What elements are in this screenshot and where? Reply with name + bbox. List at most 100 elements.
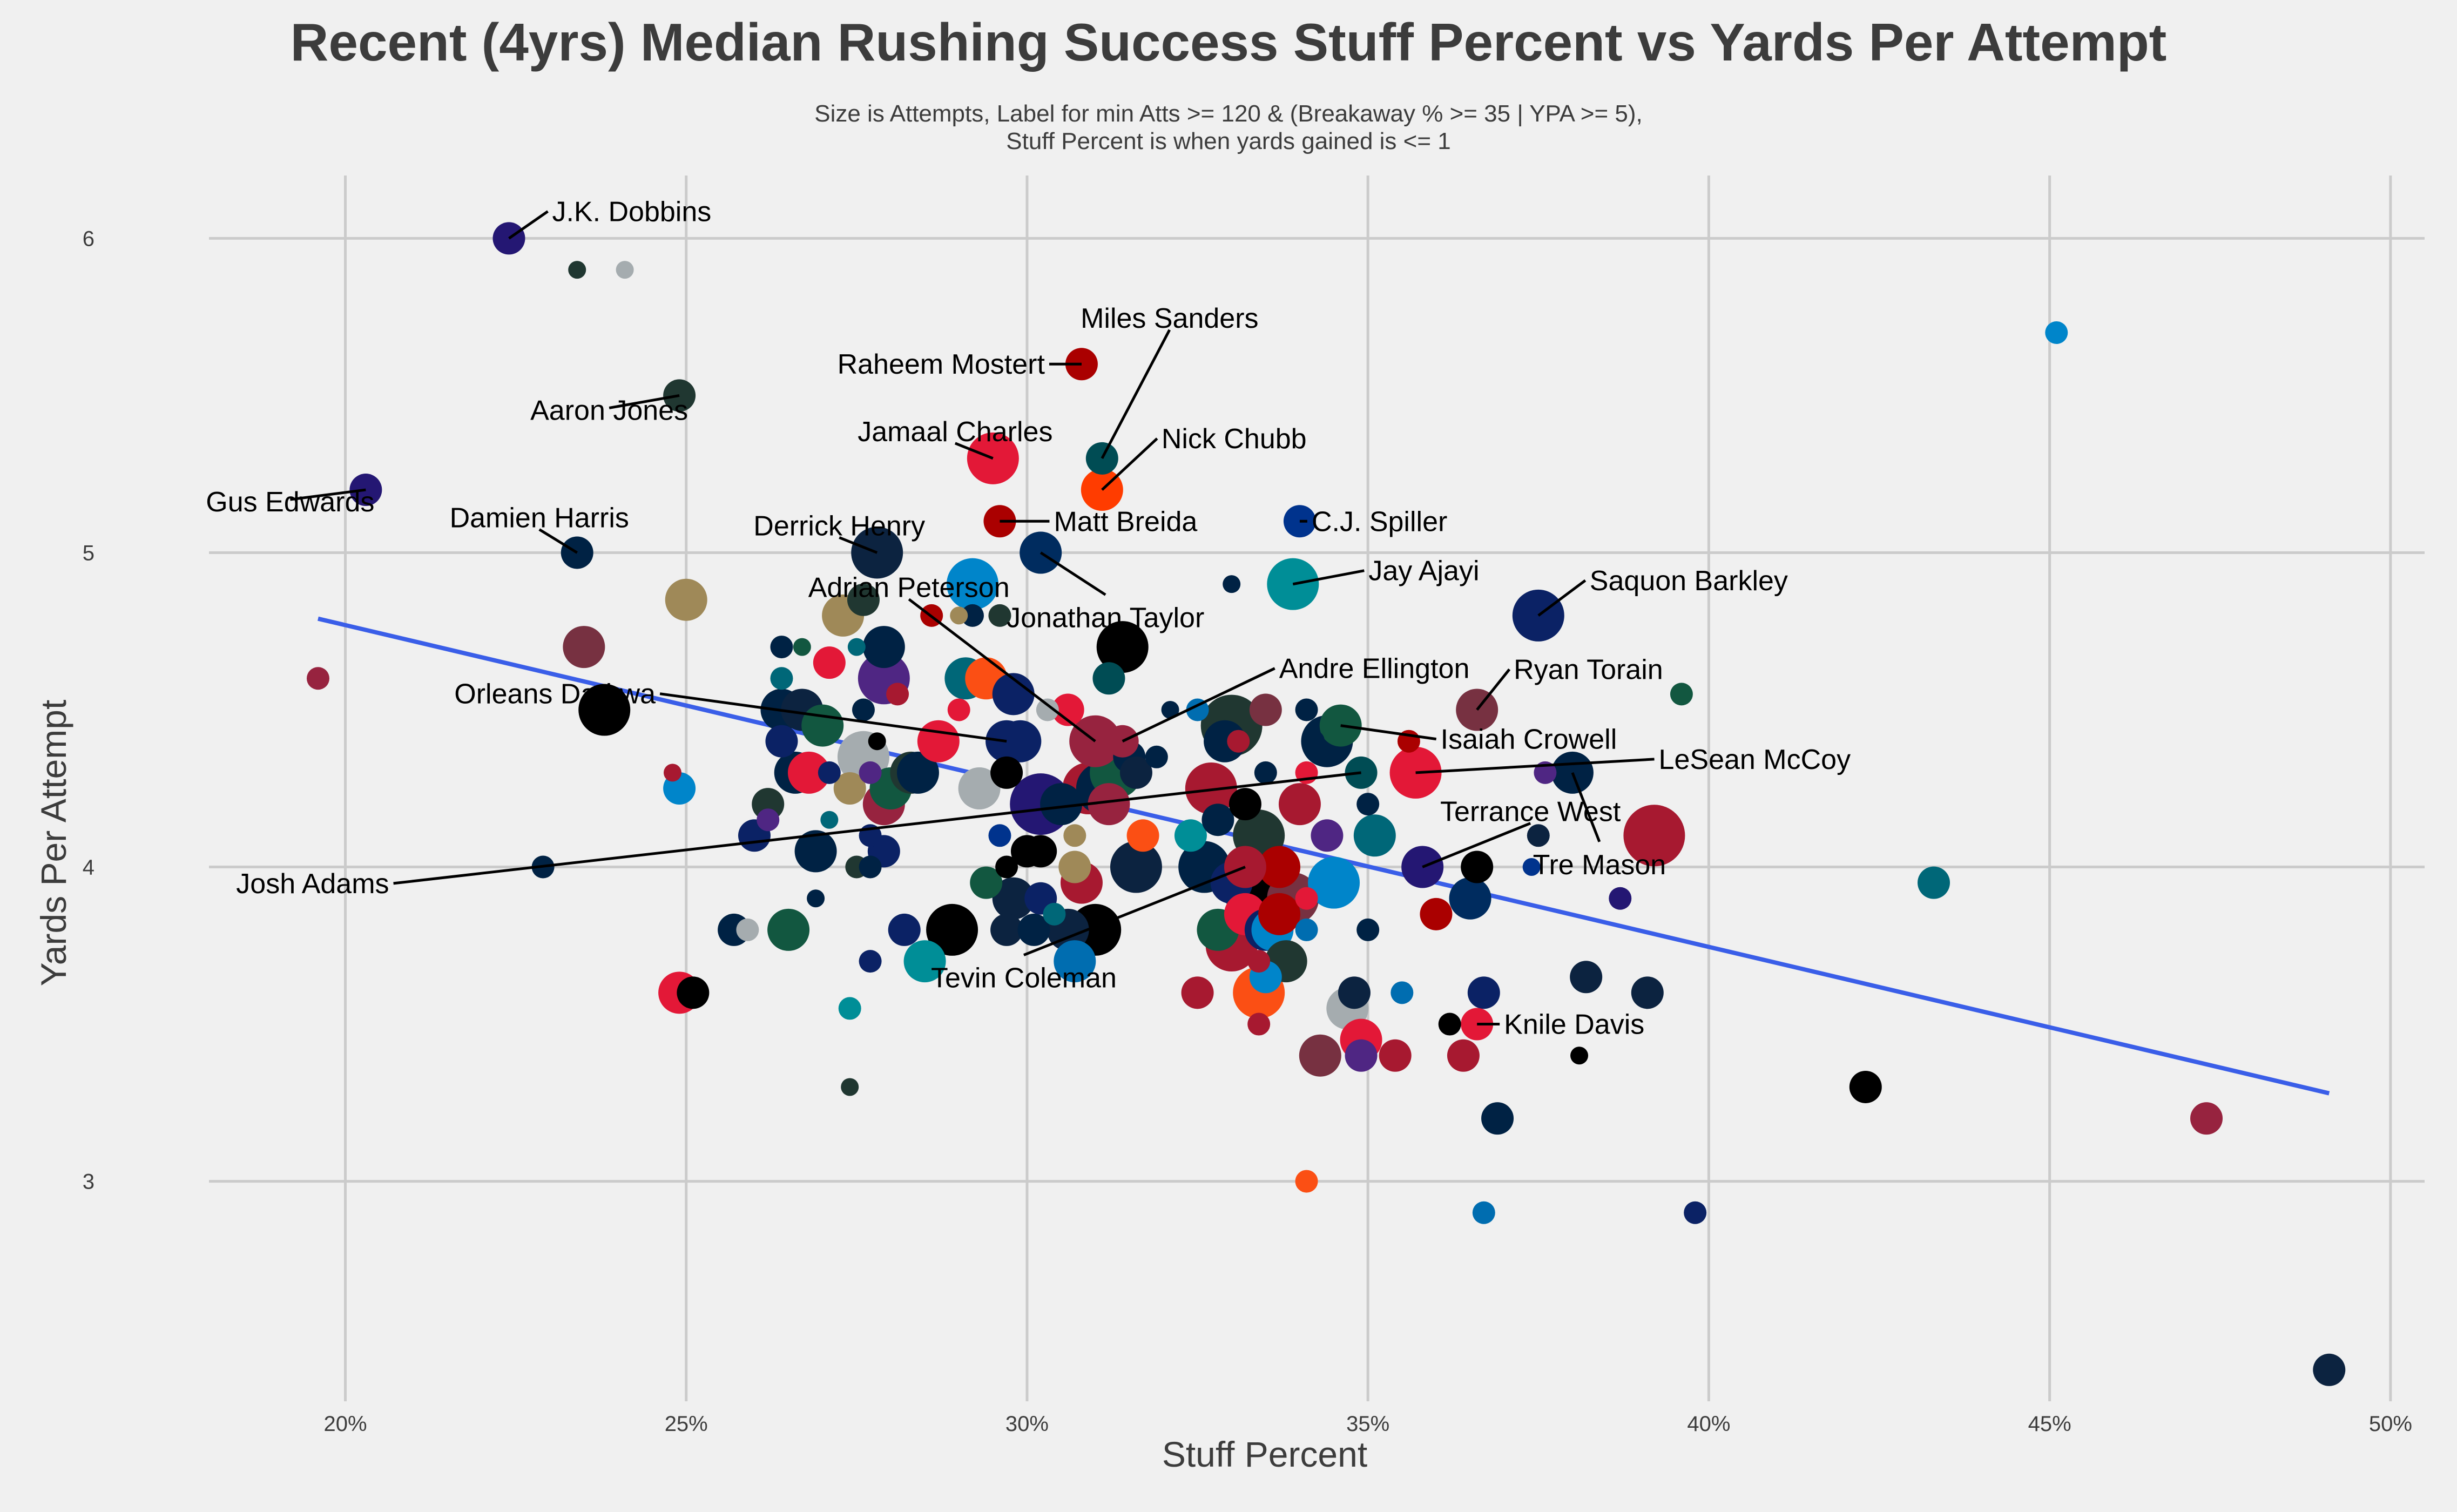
- trendline-group: [318, 616, 2330, 1096]
- data-point: [852, 698, 875, 721]
- data-point: [990, 756, 1023, 789]
- data-point: [961, 604, 984, 627]
- data-point: [1043, 902, 1066, 926]
- data-point: [1186, 698, 1209, 721]
- data-point: [1461, 850, 1494, 883]
- chart-subtitle-line-1: Size is Attempts, Label for min Atts >= …: [814, 100, 1643, 127]
- data-point: [1467, 976, 1500, 1009]
- data-point: [992, 877, 1035, 920]
- y-tick-label: 4: [83, 856, 94, 880]
- player-label: Matt Breida: [1054, 506, 1197, 537]
- data-point: [1522, 858, 1541, 876]
- leader-line: [1476, 668, 1511, 711]
- data-point: [757, 808, 780, 832]
- data-point: [1058, 850, 1091, 883]
- x-tick-label: 45%: [2028, 1412, 2071, 1436]
- data-point: [1119, 756, 1152, 789]
- data-point: [888, 913, 921, 946]
- player-label: Terrance West: [1440, 796, 1621, 828]
- data-point: [1247, 950, 1271, 973]
- data-point: [1258, 846, 1301, 888]
- data-point: [926, 903, 978, 956]
- data-point: [1849, 1070, 1882, 1103]
- data-point: [1254, 761, 1277, 784]
- data-point: [1202, 804, 1234, 836]
- player-label: Knile Davis: [1504, 1009, 1644, 1041]
- data-point: [1228, 788, 1261, 821]
- player-label: Josh Adams: [236, 868, 389, 900]
- leader-line: [290, 488, 366, 501]
- leader-line: [1571, 772, 1601, 842]
- trendline: [318, 616, 2330, 1096]
- data-point: [995, 855, 1018, 879]
- axis-ticks: 20% 25% 30% 35% 40% 45% 50% 3 4 5 6: [83, 227, 2412, 1436]
- data-point: [1040, 783, 1083, 826]
- data-point: [859, 761, 882, 784]
- data-point: [1570, 1047, 1589, 1065]
- data-point: [1145, 745, 1168, 768]
- player-label: Andre Ellington: [1279, 653, 1470, 685]
- data-point: [1223, 575, 1241, 593]
- data-point: [1096, 621, 1149, 673]
- player-label: Jonathan Taylor: [1007, 602, 1204, 633]
- grid-lines: [209, 176, 2425, 1401]
- chart-title: Recent (4yrs) Median Rushing Success Stu…: [291, 12, 2167, 72]
- player-label: Derrick Henry: [753, 510, 925, 542]
- data-point: [992, 673, 1035, 716]
- data-point: [841, 1078, 859, 1096]
- data-point: [1570, 961, 1603, 994]
- leader-line: [1537, 579, 1587, 617]
- x-axis-label: Stuff Percent: [1162, 1434, 1367, 1474]
- data-point: [2313, 1353, 2346, 1386]
- x-tick-label: 20%: [323, 1412, 367, 1436]
- data-point: [568, 261, 586, 279]
- y-tick-label: 6: [83, 227, 94, 251]
- leader-line: [1101, 329, 1171, 460]
- data-point: [2045, 321, 2068, 345]
- data-point: [862, 626, 905, 669]
- data-point: [1390, 981, 1414, 1004]
- data-point: [833, 772, 866, 805]
- data-point: [813, 646, 846, 679]
- data-point: [1447, 1039, 1480, 1072]
- leader-line: [659, 692, 1007, 743]
- data-point: [1054, 940, 1096, 983]
- leader-line: [508, 210, 549, 240]
- player-label: J.K. Dobbins: [552, 196, 711, 227]
- y-axis-label: Yards Per Attempt: [33, 700, 73, 987]
- data-point: [1278, 783, 1321, 826]
- data-point: [1249, 693, 1282, 726]
- data-point: [1609, 887, 1632, 910]
- data-point: [1308, 856, 1360, 909]
- data-point: [1174, 819, 1207, 852]
- data-point: [1295, 698, 1318, 721]
- data-point: [736, 918, 759, 941]
- data-point: [950, 606, 968, 625]
- data-point: [765, 725, 798, 758]
- data-point: [1353, 814, 1396, 857]
- data-point: [1181, 976, 1214, 1009]
- data-point: [677, 976, 710, 1009]
- player-label: Nick Chubb: [1162, 423, 1307, 455]
- player-label: Isaiah Crowell: [1441, 724, 1617, 755]
- player-label: Raheem Mostert: [838, 349, 1045, 380]
- data-point: [563, 626, 605, 669]
- data-point: [1438, 1013, 1461, 1036]
- data-point: [801, 704, 844, 747]
- x-tick-label: 30%: [1005, 1412, 1049, 1436]
- leader-line: [1101, 437, 1158, 491]
- data-point: [1227, 730, 1250, 753]
- data-point: [1299, 1034, 1341, 1077]
- data-point: [807, 889, 825, 908]
- leader-line: [538, 528, 578, 554]
- x-tick-label: 40%: [1687, 1412, 1730, 1436]
- data-point: [1092, 662, 1125, 695]
- data-point: [1345, 1039, 1378, 1072]
- data-point: [578, 684, 631, 736]
- data-point: [770, 636, 793, 659]
- data-point: [1356, 793, 1380, 816]
- player-label: Gus Edwards: [206, 487, 374, 518]
- data-point: [1338, 976, 1371, 1009]
- leader-line: [1122, 667, 1275, 742]
- data-point: [1051, 693, 1084, 726]
